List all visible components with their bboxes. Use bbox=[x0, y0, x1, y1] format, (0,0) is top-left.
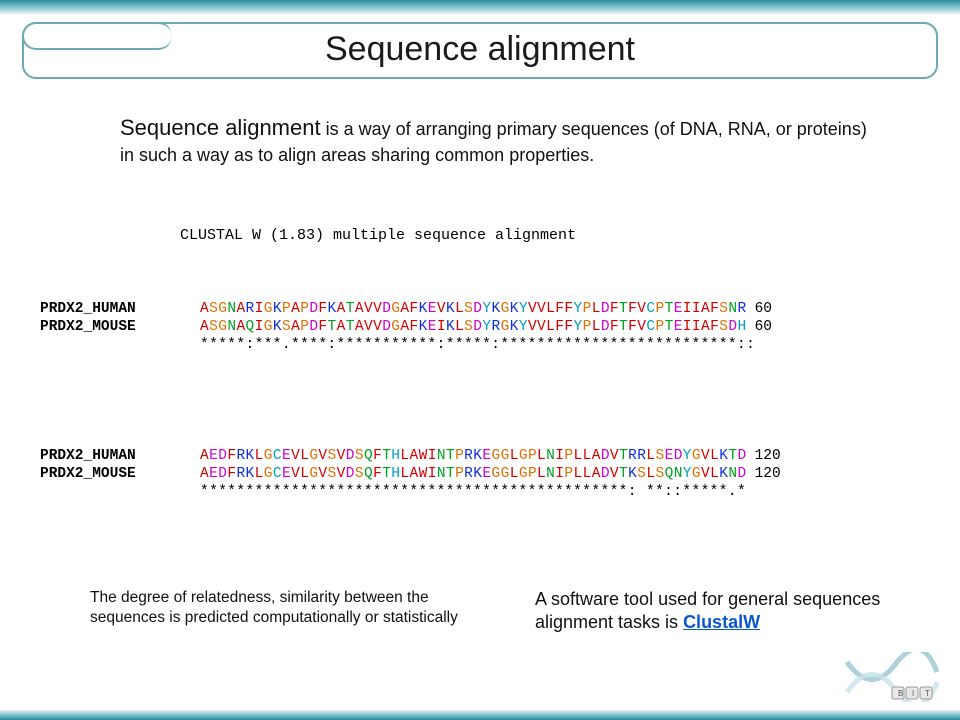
page-title: Sequence alignment bbox=[36, 30, 924, 69]
alignment-block-1: PRDX2_HUMANASGNARIGKPAPDFKATAVVDGAFKEVKL… bbox=[40, 300, 940, 354]
sequence-label: PRDX2_HUMAN bbox=[40, 447, 200, 465]
sequence-position: 60 bbox=[755, 318, 772, 336]
note-right: A software tool used for general sequenc… bbox=[535, 588, 920, 635]
sequence-position: 120 bbox=[755, 465, 781, 483]
svg-text:I: I bbox=[912, 689, 914, 698]
alignment-row: PRDX2_HUMANAEDFRKLGCEVLGVSVDSQFTHLAWINTP… bbox=[40, 447, 940, 465]
alignment-block-2: PRDX2_HUMANAEDFRKLGCEVLGVSVDSQFTHLAWINTP… bbox=[40, 447, 940, 501]
note-left: The degree of relatedness, similarity be… bbox=[90, 588, 475, 635]
clustalw-link[interactable]: ClustalW bbox=[683, 612, 760, 632]
alignment-row: PRDX2_HUMANASGNARIGKPAPDFKATAVVDGAFKEVKL… bbox=[40, 300, 940, 318]
intro-lead: Sequence alignment bbox=[120, 115, 321, 140]
alignment-header: CLUSTAL W (1.83) multiple sequence align… bbox=[180, 227, 940, 246]
content: Sequence alignment is a way of arranging… bbox=[0, 79, 960, 538]
sequence: ASGNAQIGKSAPDFTATAVVDGAFKEIKLSDYRGKYVVLF… bbox=[200, 318, 747, 336]
sequence-position: 60 bbox=[755, 300, 772, 318]
sequence: ASGNARIGKPAPDFKATAVVDGAFKEVKLSDYKGKYVVLF… bbox=[200, 300, 747, 318]
bottom-notes: The degree of relatedness, similarity be… bbox=[90, 588, 920, 635]
sequence-label: PRDX2_MOUSE bbox=[40, 318, 200, 336]
sequence-position: 120 bbox=[755, 447, 781, 465]
title-box: Sequence alignment bbox=[22, 22, 938, 79]
consensus-line: *****:***.****:***********:*****:*******… bbox=[200, 336, 940, 354]
sequence: AEDFRKLGCEVLGVSVDSQFTHLAWINTPRKEGGLGPLNI… bbox=[200, 465, 747, 483]
consensus-line: ****************************************… bbox=[200, 483, 940, 501]
dna-logo: B I T bbox=[842, 652, 942, 702]
sequence-label: PRDX2_HUMAN bbox=[40, 300, 200, 318]
alignment-row: PRDX2_MOUSEASGNAQIGKSAPDFTATAVVDGAFKEIKL… bbox=[40, 318, 940, 336]
svg-text:T: T bbox=[925, 689, 930, 698]
sequence-label: PRDX2_MOUSE bbox=[40, 465, 200, 483]
bottom-bar bbox=[0, 710, 960, 720]
intro-paragraph: Sequence alignment is a way of arranging… bbox=[120, 113, 880, 167]
sequence: AEDFRKLGCEVLGVSVDSQFTHLAWINTPRKEGGLGPLNI… bbox=[200, 447, 747, 465]
alignment-row: PRDX2_MOUSEAEDFRKLGCEVLGVSVDSQFTHLAWINTP… bbox=[40, 465, 940, 483]
svg-text:B: B bbox=[898, 689, 903, 698]
top-bar bbox=[0, 0, 960, 14]
alignment-block: CLUSTAL W (1.83) multiple sequence align… bbox=[40, 191, 940, 538]
